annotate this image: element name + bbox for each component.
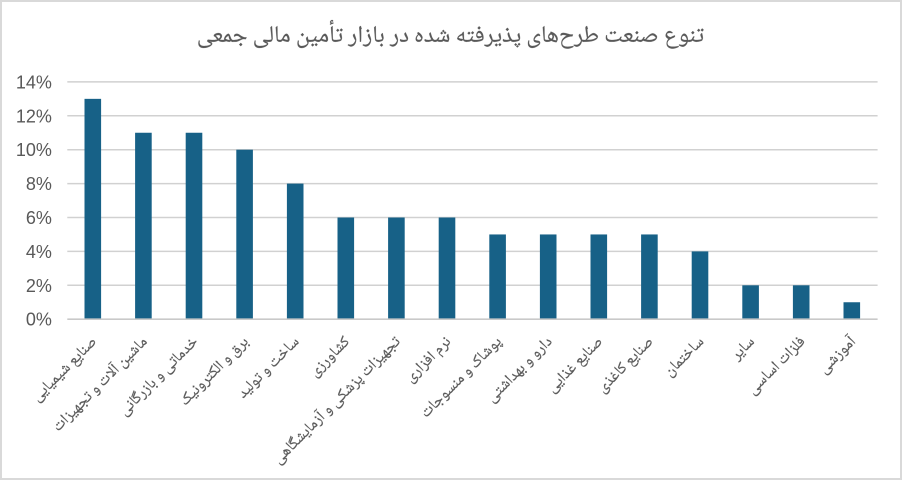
svg-text:6%: 6% <box>26 208 52 228</box>
svg-text:8%: 8% <box>26 174 52 194</box>
svg-text:2%: 2% <box>26 276 52 296</box>
svg-text:14%: 14% <box>16 72 52 92</box>
svg-text:4%: 4% <box>26 242 52 262</box>
svg-text:0%: 0% <box>26 310 52 330</box>
svg-text:10%: 10% <box>16 140 52 160</box>
svg-text:12%: 12% <box>16 106 52 126</box>
